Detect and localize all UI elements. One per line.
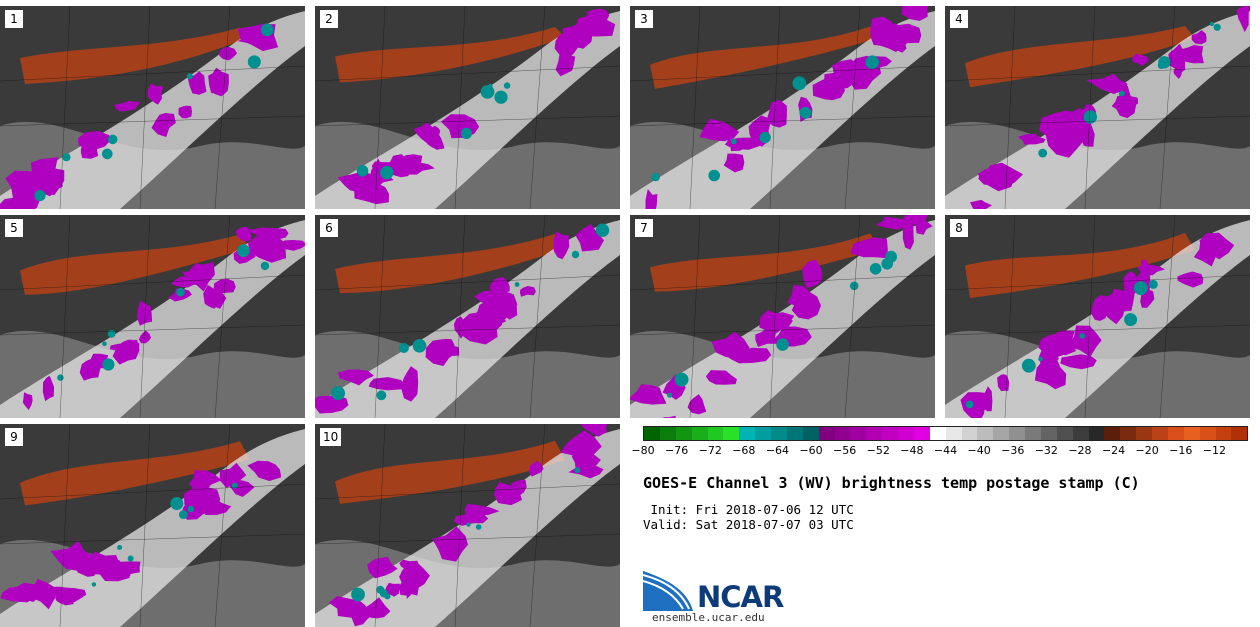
colorbar-segment (818, 427, 835, 440)
colorbar-segment (802, 427, 819, 440)
stamp-number-label: 10 (320, 428, 342, 446)
water-vapor-image (945, 6, 1250, 209)
postage-stamp: 4 (945, 6, 1250, 209)
colorbar-segment (786, 427, 803, 440)
colorbar-segment (1025, 427, 1041, 440)
stamp-number-label: 2 (320, 10, 338, 28)
init-time: Init: Fri 2018-07-06 12 UTC (643, 502, 854, 517)
colorbar-segment (993, 427, 1010, 440)
colorbar-segment (723, 427, 740, 440)
stamp-number-label: 7 (635, 219, 653, 237)
colorbar-segment (898, 427, 914, 440)
colorbar-tick: −60 (799, 444, 823, 457)
colorbar-tick: −44 (933, 444, 958, 457)
colorbar-segment (834, 427, 851, 440)
water-vapor-image (0, 6, 305, 209)
colorbar-segment (866, 427, 883, 440)
stamp-number-label: 5 (5, 219, 23, 237)
ncar-logo-text: NCAR (697, 580, 784, 614)
postage-stamp: 3 (630, 6, 935, 209)
postage-stamp: 6 (315, 215, 620, 418)
colorbar-segment (1104, 427, 1121, 440)
colorbar-segment (1167, 427, 1184, 440)
valid-time: Valid: Sat 2018-07-07 03 UTC (643, 517, 854, 532)
colorbar-tick: −76 (665, 444, 689, 457)
colorbar-tick: −28 (1068, 444, 1092, 457)
page-title: GOES-E Channel 3 (WV) brightness temp po… (643, 474, 1140, 492)
colorbar-segment (1215, 427, 1232, 440)
water-vapor-image (0, 215, 305, 418)
colorbar-tick: −48 (900, 444, 924, 457)
colorbar-segment (882, 427, 898, 440)
colorbar-segment (1072, 427, 1089, 440)
colorbar-segment (977, 427, 994, 440)
postage-stamp: 8 (945, 215, 1250, 418)
postage-stamp: 7 (630, 215, 935, 418)
stamp-number-label: 9 (5, 428, 23, 446)
colorbar-segment (739, 427, 756, 440)
colorbar-tick: −80 (631, 444, 655, 457)
colorbar-segment (913, 427, 930, 440)
colorbar-segment (691, 427, 708, 440)
colorbar-segment (945, 427, 962, 440)
colorbar-tick: −68 (732, 444, 756, 457)
colorbar-segment (1152, 427, 1168, 440)
water-vapor-image (945, 215, 1250, 418)
colorbar-segment (1120, 427, 1137, 440)
colorbar-tick: −24 (1101, 444, 1126, 457)
water-vapor-image (315, 6, 620, 209)
ncar-logo-icon (643, 571, 693, 611)
postage-stamp: 10 (315, 424, 620, 627)
colorbar-segment (1088, 427, 1105, 440)
colorbar (643, 426, 1248, 441)
colorbar-tick: −52 (866, 444, 890, 457)
stamp-number-label: 8 (950, 219, 968, 237)
postage-stamp: 9 (0, 424, 305, 627)
stamp-number-label: 1 (5, 10, 23, 28)
colorbar-tick: −32 (1034, 444, 1058, 457)
colorbar-segment (707, 427, 724, 440)
water-vapor-image (315, 215, 620, 418)
postage-stamp: 2 (315, 6, 620, 209)
colorbar-segment (1199, 427, 1216, 440)
colorbar-segment (961, 427, 978, 440)
colorbar-segment (1231, 427, 1248, 440)
colorbar-tick: −72 (698, 444, 722, 457)
colorbar-tick: −56 (833, 444, 857, 457)
stamp-number-label: 4 (950, 10, 968, 28)
colorbar-segment (1136, 427, 1152, 440)
ensemble-url[interactable]: ensemble.ucar.edu (652, 611, 765, 624)
colorbar-segment (644, 427, 660, 440)
colorbar-segment (755, 427, 771, 440)
colorbar-segment (1056, 427, 1073, 440)
colorbar-segment (1183, 427, 1200, 440)
colorbar-segment (1040, 427, 1057, 440)
colorbar-tick: −16 (1169, 444, 1193, 457)
colorbar-segment (1009, 427, 1025, 440)
stamp-number-label: 6 (320, 219, 338, 237)
colorbar-tick-labels: −80 −76 −72 −68 −64 −60 −56 −52 −48 −44 −40 −36 −32−… (631, 444, 1248, 460)
colorbar-segment (675, 427, 692, 440)
water-vapor-image (630, 6, 935, 209)
colorbar-tick: −64 (765, 444, 790, 457)
colorbar-tick: −36 (1001, 444, 1025, 457)
colorbar-tick: −20 (1135, 444, 1159, 457)
water-vapor-image (315, 424, 620, 627)
stamp-number-label: 3 (635, 10, 653, 28)
postage-stamp: 5 (0, 215, 305, 418)
colorbar-tick: −40 (967, 444, 991, 457)
colorbar-segment (850, 427, 867, 440)
colorbar-segment (771, 427, 787, 440)
water-vapor-image (0, 424, 305, 627)
colorbar-segment (659, 427, 676, 440)
colorbar-segment (929, 427, 946, 440)
water-vapor-image (630, 215, 935, 418)
colorbar-tick: −12 (1202, 444, 1226, 457)
postage-stamp: 1 (0, 6, 305, 209)
